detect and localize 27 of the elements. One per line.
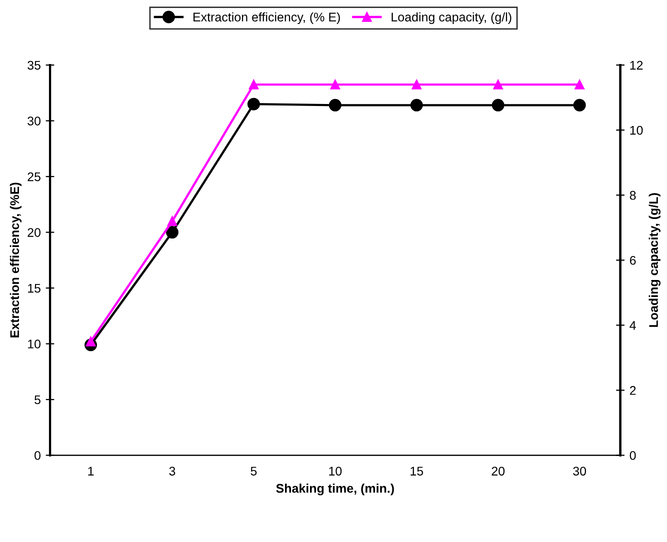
x-tick-label: 15 xyxy=(410,466,424,476)
y2-tick-label: 10 xyxy=(630,126,643,135)
y-tick-label: 30 xyxy=(28,116,41,126)
x-axis-title: Shaking time, (min.) xyxy=(276,484,394,496)
y-axis-title: Extraction efficiency, (%E) xyxy=(10,182,22,338)
x-tick-label: 5 xyxy=(250,466,257,476)
y-tick-label: 5 xyxy=(34,395,40,404)
legend-label: Extraction efficiency, (% E) xyxy=(193,12,340,24)
y-tick-label: 10 xyxy=(28,340,41,348)
y2-axis-title: Loading capacity, (g/L) xyxy=(648,193,661,327)
y2-tick-label: 0 xyxy=(630,451,636,460)
y2-tick-label: 8 xyxy=(630,190,636,200)
x-tick-label: 1 xyxy=(88,466,94,476)
y-tick-label: 25 xyxy=(28,172,40,182)
y2-tick-label: 2 xyxy=(630,386,636,395)
legend-label: Loading capacity, (g/l) xyxy=(392,12,512,24)
y2-tick-label: 4 xyxy=(630,321,636,330)
y-tick-label: 0 xyxy=(34,451,41,460)
y2-tick-label: 6 xyxy=(630,256,636,265)
x-tick-label: 20 xyxy=(492,466,505,476)
x-tick-label: 30 xyxy=(573,466,586,476)
x-tick-label: 3 xyxy=(169,466,176,476)
y2-tick-label: 12 xyxy=(630,60,643,70)
y-tick-label: 20 xyxy=(28,228,41,237)
x-tick-label: 10 xyxy=(329,466,342,476)
y-tick-label: 15 xyxy=(28,284,40,293)
y-tick-label: 35 xyxy=(28,60,40,70)
